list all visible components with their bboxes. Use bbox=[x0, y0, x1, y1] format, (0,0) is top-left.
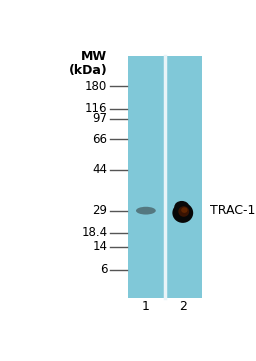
Text: 180: 180 bbox=[85, 80, 108, 93]
Text: 2: 2 bbox=[179, 300, 187, 313]
Ellipse shape bbox=[172, 203, 193, 223]
Text: 18.4: 18.4 bbox=[81, 226, 108, 239]
Ellipse shape bbox=[181, 207, 188, 213]
Text: (kDa): (kDa) bbox=[69, 64, 108, 77]
Ellipse shape bbox=[174, 201, 189, 213]
Text: MW: MW bbox=[81, 50, 108, 63]
Ellipse shape bbox=[178, 206, 189, 217]
Text: 44: 44 bbox=[92, 163, 108, 176]
Bar bbox=[128, 56, 202, 298]
Text: 14: 14 bbox=[92, 240, 108, 253]
Text: 66: 66 bbox=[92, 133, 108, 146]
Text: TRAC-1: TRAC-1 bbox=[210, 204, 255, 217]
Text: 29: 29 bbox=[92, 204, 108, 217]
Ellipse shape bbox=[136, 207, 156, 214]
Text: 6: 6 bbox=[100, 264, 108, 277]
Text: 116: 116 bbox=[85, 102, 108, 115]
Text: 1: 1 bbox=[142, 300, 150, 313]
Text: 97: 97 bbox=[92, 112, 108, 125]
